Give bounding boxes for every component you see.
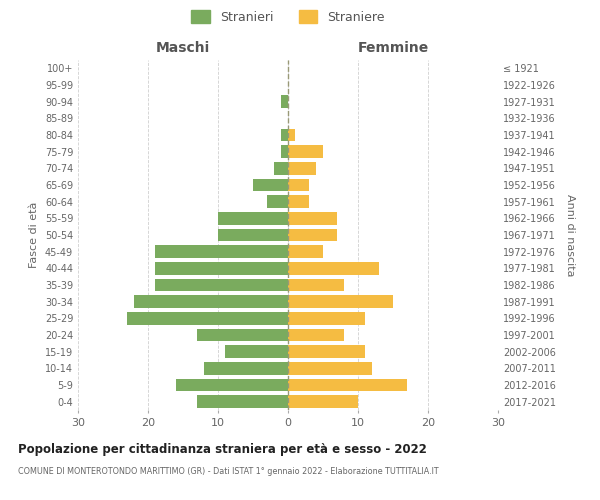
Bar <box>288 179 309 192</box>
Bar <box>218 212 288 224</box>
Bar <box>288 129 295 141</box>
Bar <box>134 296 288 308</box>
Y-axis label: Fasce di età: Fasce di età <box>29 202 39 268</box>
Bar <box>288 379 407 391</box>
Bar <box>288 312 365 324</box>
Bar <box>197 396 288 408</box>
Bar <box>288 279 344 291</box>
Bar <box>288 146 323 158</box>
Bar <box>288 262 379 274</box>
Bar <box>288 246 323 258</box>
Bar <box>288 329 344 341</box>
Bar <box>267 196 288 208</box>
Bar <box>288 229 337 241</box>
Bar <box>288 212 337 224</box>
Bar <box>281 96 288 108</box>
Bar <box>288 396 358 408</box>
Bar <box>176 379 288 391</box>
Bar <box>288 362 372 374</box>
Text: Femmine: Femmine <box>358 41 428 55</box>
Bar <box>155 279 288 291</box>
Bar <box>281 146 288 158</box>
Bar <box>204 362 288 374</box>
Bar <box>281 129 288 141</box>
Bar <box>155 262 288 274</box>
Bar <box>127 312 288 324</box>
Bar <box>288 196 309 208</box>
Bar <box>197 329 288 341</box>
Bar <box>155 246 288 258</box>
Bar <box>288 346 365 358</box>
Bar <box>274 162 288 174</box>
Text: COMUNE DI MONTEROTONDO MARITTIMO (GR) - Dati ISTAT 1° gennaio 2022 - Elaborazion: COMUNE DI MONTEROTONDO MARITTIMO (GR) - … <box>18 468 439 476</box>
Text: Maschi: Maschi <box>156 41 210 55</box>
Text: Popolazione per cittadinanza straniera per età e sesso - 2022: Popolazione per cittadinanza straniera p… <box>18 442 427 456</box>
Legend: Stranieri, Straniere: Stranieri, Straniere <box>186 5 390 28</box>
Bar <box>288 162 316 174</box>
Bar <box>253 179 288 192</box>
Bar <box>288 296 393 308</box>
Y-axis label: Anni di nascita: Anni di nascita <box>565 194 575 276</box>
Bar <box>218 229 288 241</box>
Bar <box>225 346 288 358</box>
